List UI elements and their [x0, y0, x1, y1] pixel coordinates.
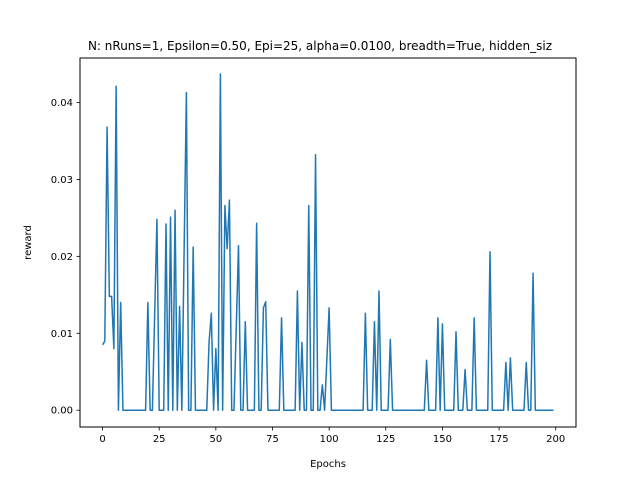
- x-tick-label: 50: [209, 434, 222, 445]
- y-tick-label: 0.02: [51, 252, 73, 263]
- x-tick-label: 0: [99, 434, 105, 445]
- y-axis-label: reward: [23, 225, 34, 260]
- plot-area: [101, 73, 554, 411]
- series-line-0: [101, 73, 554, 411]
- x-tick-label: 200: [546, 434, 565, 445]
- chart-title: N: nRuns=1, Epsilon=0.50, Epi=25, alpha=…: [88, 39, 552, 53]
- y-tick-label: 0.04: [51, 98, 73, 109]
- y-tick-label: 0.03: [51, 175, 73, 186]
- y-tick-label: 0.00: [51, 406, 73, 417]
- x-axis-label: Epochs: [310, 459, 346, 470]
- x-tick-label: 25: [153, 434, 166, 445]
- x-tick-label: 75: [266, 434, 279, 445]
- y-tick-label: 0.01: [51, 329, 73, 340]
- x-tick-label: 125: [376, 434, 395, 445]
- x-tick-label: 175: [490, 434, 509, 445]
- axis-ticks: 0 25 50 75 100 125 150 175 200 0.00 0.01 0.02 0.03 0.…: [51, 98, 566, 445]
- x-tick-label: 150: [433, 434, 452, 445]
- axes-frame: [79, 57, 577, 428]
- x-tick-label: 100: [320, 434, 339, 445]
